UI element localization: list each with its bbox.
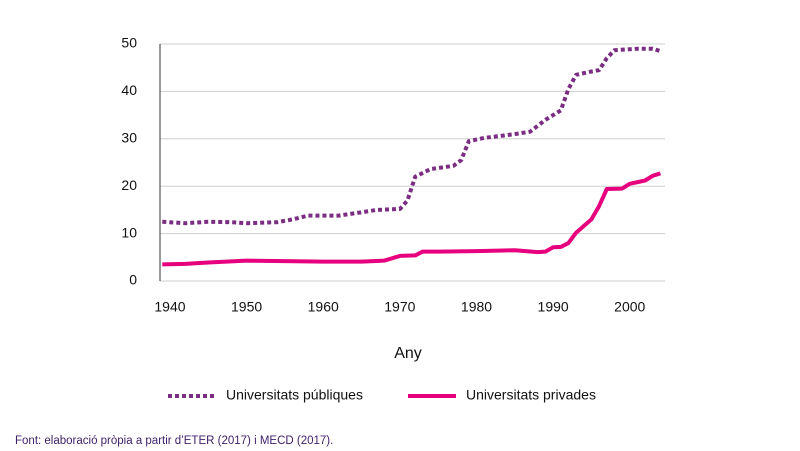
y-tick-label: 40 — [121, 82, 137, 98]
y-tick-label: 10 — [121, 224, 137, 240]
footnote: Font: elaboració pròpia a partir d’ETER … — [15, 435, 333, 447]
x-tick-label: 1960 — [308, 299, 339, 315]
x-tick-label: 1940 — [154, 299, 185, 315]
x-tick-label: 1970 — [384, 299, 415, 315]
x-tick-label: 1980 — [461, 299, 492, 315]
legend-label: Universitats privades — [466, 387, 596, 403]
x-tick-label: 1950 — [231, 299, 262, 315]
x-tick-label: 1990 — [538, 299, 569, 315]
y-tick-label: 0 — [129, 272, 137, 288]
legend-label: Universitats públiques — [226, 387, 363, 403]
y-tick-label: 20 — [121, 177, 137, 193]
series-line — [162, 46, 661, 226]
y-tick-label: 30 — [121, 130, 137, 146]
series-line — [162, 171, 661, 267]
x-tick-label: 2000 — [614, 299, 645, 315]
x-axis-label: Any — [394, 345, 422, 362]
y-tick-label: 50 — [121, 35, 137, 51]
